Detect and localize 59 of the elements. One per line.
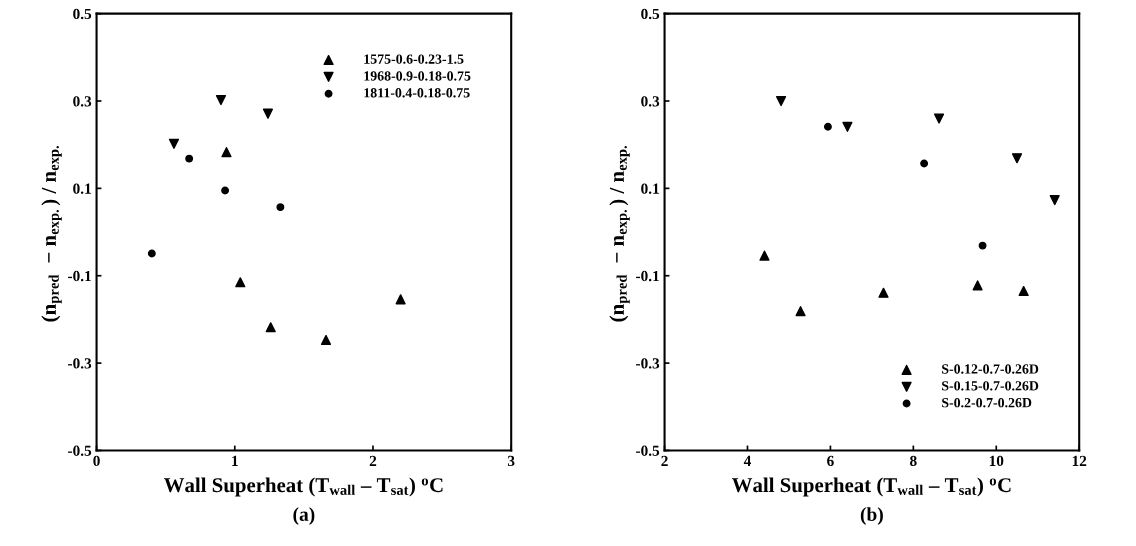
y-tick-label: -0.3 [636,358,660,369]
point [878,287,889,298]
x-tick-label: 12 [1072,455,1087,466]
y-tick-label: -0.1 [68,270,91,282]
point [972,280,983,291]
point [1018,285,1029,297]
y-axis-title: (n$_{pred}$ − n$_{exp.}$) / n$_{exp.}$ [609,145,630,322]
legend-label: S-0.15-0.7-0.26D [942,381,1039,391]
legend-label: 1968-0.9-0.18-0.75 [364,71,471,81]
text: (b) [860,507,883,525]
x-tick-label: 8 [910,455,917,467]
y-tick-label: 0.3 [641,96,660,107]
point [168,138,180,149]
x-tick-label: 0 [93,455,100,467]
point [215,95,227,106]
point [395,294,406,305]
point [823,122,832,131]
point [795,306,806,317]
x-axis-title: Wall Superheat (T$_{wall}$ – T$_{sat}$) $^{o}$C [731,477,1011,497]
y-tick-label: 0.5 [73,8,92,20]
point [759,250,770,261]
y-tick-label: 0.5 [641,8,660,20]
point [775,95,787,107]
x-axis-title: Wall Superheat (T$_{wall}$ – T$_{sat}$) $^{o}$C [163,477,443,497]
legend-label: 1575-0.6-0.23-1.5 [364,54,464,64]
x-tick-label: 2 [369,455,377,466]
point [221,147,232,158]
x-tick-label: 1 [232,455,238,466]
x-tick-label: 6 [827,455,834,467]
y-tick-label: 0.1 [73,183,91,194]
y-tick-label: -0.5 [68,445,92,456]
y-tick-label: -0.1 [636,270,659,282]
y-tick-label: -0.5 [636,445,660,456]
point [920,159,929,168]
point [265,322,276,333]
point [235,277,246,288]
point [842,121,853,132]
point [221,186,230,195]
legend-label: S-0.12-0.7-0.26D [942,364,1039,374]
x-tick-label: 3 [507,455,515,467]
x-tick-label: 4 [743,455,752,466]
y-tick-label: -0.3 [68,358,92,369]
x-tick-label: 10 [989,455,1004,467]
x-tick-label: 2 [661,455,668,466]
legend-label: 1811-0.4-0.18-0.75 [364,88,470,98]
y-axis-title: (n$_{pred}$ − n$_{exp.}$) / n$_{exp.}$ [41,145,62,322]
point [276,203,285,212]
point [1011,153,1023,164]
point [185,154,194,163]
legend-label: S-0.2-0.7-0.26D [942,397,1032,408]
point [978,241,987,250]
point [262,108,274,119]
y-tick-label: 0.1 [641,183,659,194]
point [933,113,945,124]
text: (a) [293,507,315,525]
point [320,334,332,346]
point [1049,195,1060,206]
y-tick-label: 0.3 [73,96,92,107]
point [147,249,156,258]
